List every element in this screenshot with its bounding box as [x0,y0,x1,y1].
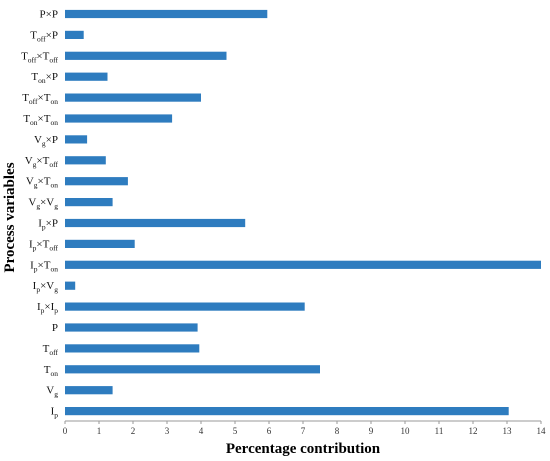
bar [65,9,268,19]
x-tick-label: 1 [97,426,102,436]
x-ticks: 0 1 2 3 4 5 6 7 8 9 10 11 12 13 14 [63,421,546,436]
bar [65,135,88,144]
category-label: Toff​×P [30,29,58,43]
bar [65,93,201,102]
category-label: Vg​×Toff​ [25,155,59,169]
category-label: Ip​×Vg​ [33,280,59,294]
bar [65,260,541,269]
category-label: Toff​ [43,343,59,357]
bar [65,344,200,353]
category-label: Ton​ [44,364,58,378]
bar [65,323,198,332]
category-label: P [52,322,58,334]
x-tick-label: 14 [537,426,547,436]
x-tick-label: 10 [401,426,411,436]
bar [65,51,227,60]
bar [65,239,135,248]
category-label: P×P [40,9,58,21]
category-label: Toff​×Toff​ [21,50,58,64]
x-tick-label: 7 [301,426,306,436]
bar [65,407,509,416]
category-label: Ip​×P [38,218,58,232]
x-tick-label: 2 [131,426,136,436]
category-label: Vg​×P [34,134,58,148]
bar [65,218,246,228]
x-tick-label: 12 [469,426,478,436]
x-axis-title: Percentage contribution [226,441,381,457]
x-tick-label: 6 [267,426,272,436]
bar [65,365,320,374]
category-label: Ton​×P [31,71,58,85]
category-label: Ton​×Ton​ [23,113,58,127]
bar [65,198,113,207]
bars-group [65,9,541,416]
category-label: Ip​ [51,406,59,420]
category-label: Vg​×Vg​ [28,197,58,211]
x-tick-label: 4 [199,426,204,436]
category-label: Ip​×Ip​ [37,301,58,315]
bar [65,302,305,311]
x-tick-label: 9 [369,426,374,436]
x-tick-label: 13 [503,426,513,436]
bar [65,156,106,165]
x-tick-label: 0 [63,426,68,436]
x-tick-label: 3 [165,426,170,436]
bar [65,30,84,39]
category-labels: P×P Toff​×P Toff​×Toff​ Ton​×P Toff​×Ton​ Ton… [21,9,58,420]
category-label: Vg​ [46,385,58,399]
x-tick-label: 5 [233,426,238,436]
bar [65,281,76,290]
bar [65,177,128,186]
x-tick-label: 11 [435,426,444,436]
bar [65,72,108,81]
category-label: Toff​×Ton​ [22,92,58,106]
bar [65,114,173,123]
category-label: Ip​×Toff​ [29,238,58,252]
y-axis-title: Process variables [2,162,18,272]
category-label: Ip​×Ton​ [30,259,58,273]
category-label: Vg​×Ton​ [26,176,58,190]
bar [65,386,113,395]
x-tick-label: 8 [335,426,340,436]
